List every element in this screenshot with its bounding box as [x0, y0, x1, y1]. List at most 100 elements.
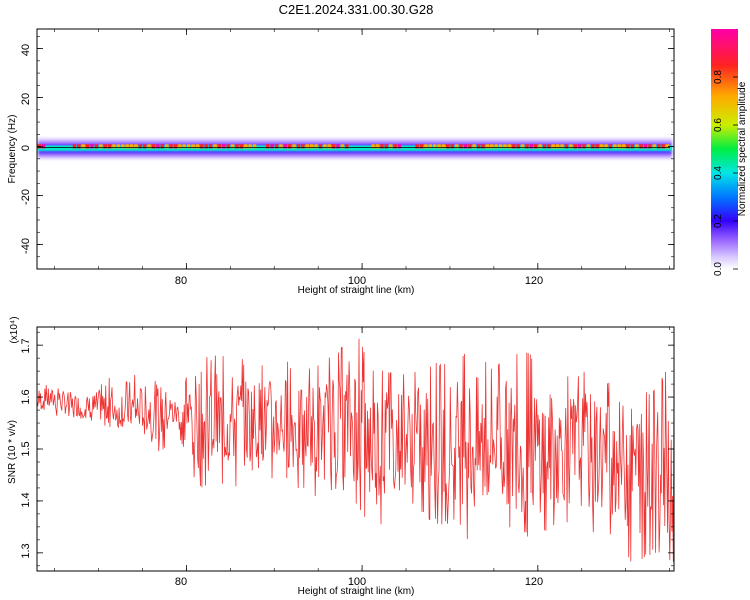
heatmap-ridge-cell — [121, 144, 125, 149]
heatmap-ridge-cell — [169, 144, 173, 149]
heatmap-ridge-layer — [37, 144, 670, 149]
colorbar-tick-label: 0.6 — [713, 118, 724, 132]
heatmap-ridge-cell — [204, 144, 208, 149]
snr-axis-ticks — [37, 327, 674, 571]
snr-ytick-label: 1.5 — [20, 441, 32, 456]
heatmap-ridge-cell — [547, 144, 551, 149]
heatmap-ridge-cell — [279, 144, 283, 149]
figure-title: C2E1.2024.331.00.30.G28 — [279, 2, 434, 17]
heatmap-ridge-cell — [639, 144, 643, 149]
heatmap-ridge-cell — [99, 144, 103, 149]
heatmap-ridge-cell — [283, 144, 288, 149]
heatmap-ridge-cell — [538, 144, 542, 149]
heatmap-ridge-cell — [340, 144, 345, 149]
heatmap-ridge-cell — [222, 144, 226, 149]
spectrogram-xtick-label: 120 — [525, 275, 543, 287]
heatmap-ridge-cell — [186, 144, 191, 149]
heatmap-ridge-cell — [164, 144, 169, 149]
heatmap-ridge-cell — [143, 144, 147, 149]
heatmap-ridge-cell — [235, 144, 239, 149]
heatmap-ridge-cell — [85, 144, 90, 149]
heatmap-ridge-cell — [551, 144, 555, 149]
heatmap-ridge-cell — [72, 144, 77, 149]
heatmap-ridge-cell — [138, 144, 143, 149]
heatmap-ridge-cell — [472, 144, 476, 149]
colorbar-ticks — [733, 76, 738, 270]
heatmap-ridge-cell — [195, 144, 200, 149]
spectrogram-xtick-label: 100 — [348, 275, 366, 287]
spectrogram-x-axis-label: Height of straight line (km) — [298, 285, 415, 296]
heatmap-ridge-cell — [626, 144, 630, 149]
snr-xtick-label: 80 — [175, 576, 187, 588]
heatmap-ridge-cell — [147, 144, 151, 149]
heatmap-ridge-cell — [534, 144, 538, 149]
snr-xtick-label: 120 — [525, 576, 543, 588]
heatmap-ridge-cell — [586, 144, 591, 149]
heatmap-ridge-cell — [613, 144, 617, 149]
spectrogram-ytick-label: 40 — [20, 44, 32, 56]
heatmap-ridge-cell — [635, 144, 639, 149]
heatmap-ridge-cell — [134, 144, 138, 149]
heatmap-ridge-cell — [441, 144, 446, 149]
heatmap-ridge-cell — [657, 144, 661, 149]
heatmap-ridge-cell — [274, 144, 279, 149]
heatmap-ridge-cell — [463, 144, 468, 149]
heatmap-ridge-cell — [665, 144, 670, 149]
heatmap-ridge-cell — [90, 144, 94, 149]
heatmap-ridge-cell — [485, 144, 490, 149]
heatmap-ridge-cell — [450, 144, 454, 149]
heatmap-ridge-cell — [437, 144, 441, 149]
heatmap-ridge-cell — [200, 144, 204, 149]
heatmap-ridge-cell — [41, 144, 46, 149]
heatmap-ridge-cell — [507, 144, 512, 149]
snr-xtick-label: 100 — [348, 576, 366, 588]
heatmap-ridge-cell — [345, 144, 349, 149]
heatmap-ridge-cell — [555, 144, 560, 149]
heatmap-ridge-cell — [384, 144, 389, 149]
snr-panel: 1.3 1.4 1.5 1.6 1.7 (x10⁴) 80 100 120 He… — [7, 316, 675, 597]
heatmap-ridge-cell — [652, 144, 657, 149]
colorbar-tick-label: 0.4 — [713, 166, 724, 180]
heatmap-ridge-cell — [459, 144, 463, 149]
heatmap-ridge-cell — [107, 144, 112, 149]
heatmap-ridge-cell — [244, 144, 248, 149]
heatmap-ridge-cell — [112, 144, 116, 149]
heatmap-ridge-cell — [630, 144, 635, 149]
heatmap-ridge-cell — [248, 144, 252, 149]
heatmap-ridge-cell — [318, 144, 323, 149]
snr-series-line — [37, 338, 674, 562]
colorbar-tick-label: 0.8 — [713, 70, 724, 84]
spectrogram-y-axis-label: Frequency (Hz) — [7, 115, 18, 184]
heatmap-ridge-cell — [81, 144, 85, 149]
snr-ytick-label: 1.3 — [20, 543, 32, 558]
heatmap-ridge-cell — [129, 144, 134, 149]
heatmap-ridge-cell — [94, 144, 99, 149]
heatmap-ridge-cell — [296, 144, 301, 149]
heatmap-ridge-cell — [599, 144, 604, 149]
heatmap-ridge-cell — [116, 144, 121, 149]
heatmap-ridge-cell — [520, 144, 525, 149]
heatmap-ridge-cell — [542, 144, 547, 149]
heatmap-ridge-cell — [419, 144, 424, 149]
spectrogram-frame — [36, 28, 675, 270]
heatmap-ridge-cell — [573, 144, 577, 149]
colorbar-label: Normalized spectral amplitude — [737, 81, 748, 216]
spectrogram-panel: 40 20 0 -20 -40 80 100 120 Height of str… — [7, 28, 675, 296]
heatmap-ridge-cell — [327, 144, 331, 149]
heatmap-ridge-cell — [217, 144, 222, 149]
heatmap-ridge-cell — [371, 144, 375, 149]
heatmap-ridge-cell — [661, 144, 665, 149]
heatmap-ridge-cell — [301, 144, 305, 149]
heatmap-ridge-cell — [336, 144, 340, 149]
heatmap-ridge-cell — [156, 144, 160, 149]
heatmap-ridge-cell — [648, 144, 652, 149]
heatmap-ridge-cell — [288, 144, 292, 149]
heatmap-ridge-cell — [415, 144, 419, 149]
heatmap-ridge-cell — [380, 144, 384, 149]
spectrogram-ytick-label: 20 — [20, 93, 32, 105]
heatmap-ridge-cell — [621, 144, 626, 149]
heatmap-ridge-cell — [208, 144, 213, 149]
heatmap-ridge-cell — [494, 144, 498, 149]
heatmap-ridge-cell — [230, 144, 235, 149]
